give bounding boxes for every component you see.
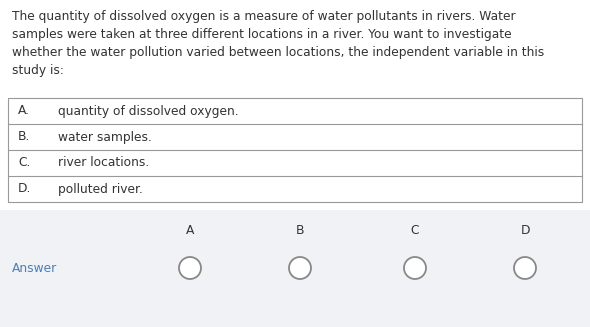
Circle shape bbox=[179, 257, 201, 279]
Text: B: B bbox=[296, 223, 304, 236]
Circle shape bbox=[404, 257, 426, 279]
Bar bbox=[8, 98, 582, 202]
Bar bbox=[0, 210, 590, 327]
Text: C: C bbox=[411, 223, 419, 236]
Text: C.: C. bbox=[18, 157, 30, 169]
Text: quantity of dissolved oxygen.: quantity of dissolved oxygen. bbox=[58, 105, 238, 117]
Text: The quantity of dissolved oxygen is a measure of water pollutants in rivers. Wat: The quantity of dissolved oxygen is a me… bbox=[12, 10, 516, 23]
Text: study is:: study is: bbox=[12, 64, 64, 77]
Text: samples were taken at three different locations in a river. You want to investig: samples were taken at three different lo… bbox=[12, 28, 512, 41]
Text: Answer: Answer bbox=[12, 262, 57, 274]
Text: water samples.: water samples. bbox=[58, 130, 152, 144]
Circle shape bbox=[514, 257, 536, 279]
Text: B.: B. bbox=[18, 130, 30, 144]
Text: polluted river.: polluted river. bbox=[58, 182, 143, 196]
Text: D: D bbox=[520, 223, 530, 236]
Text: whether the water pollution varied between locations, the independent variable i: whether the water pollution varied betwe… bbox=[12, 46, 544, 59]
Circle shape bbox=[289, 257, 311, 279]
Text: A.: A. bbox=[18, 105, 30, 117]
Text: river locations.: river locations. bbox=[58, 157, 149, 169]
Text: A: A bbox=[186, 223, 194, 236]
Text: D.: D. bbox=[18, 182, 31, 196]
